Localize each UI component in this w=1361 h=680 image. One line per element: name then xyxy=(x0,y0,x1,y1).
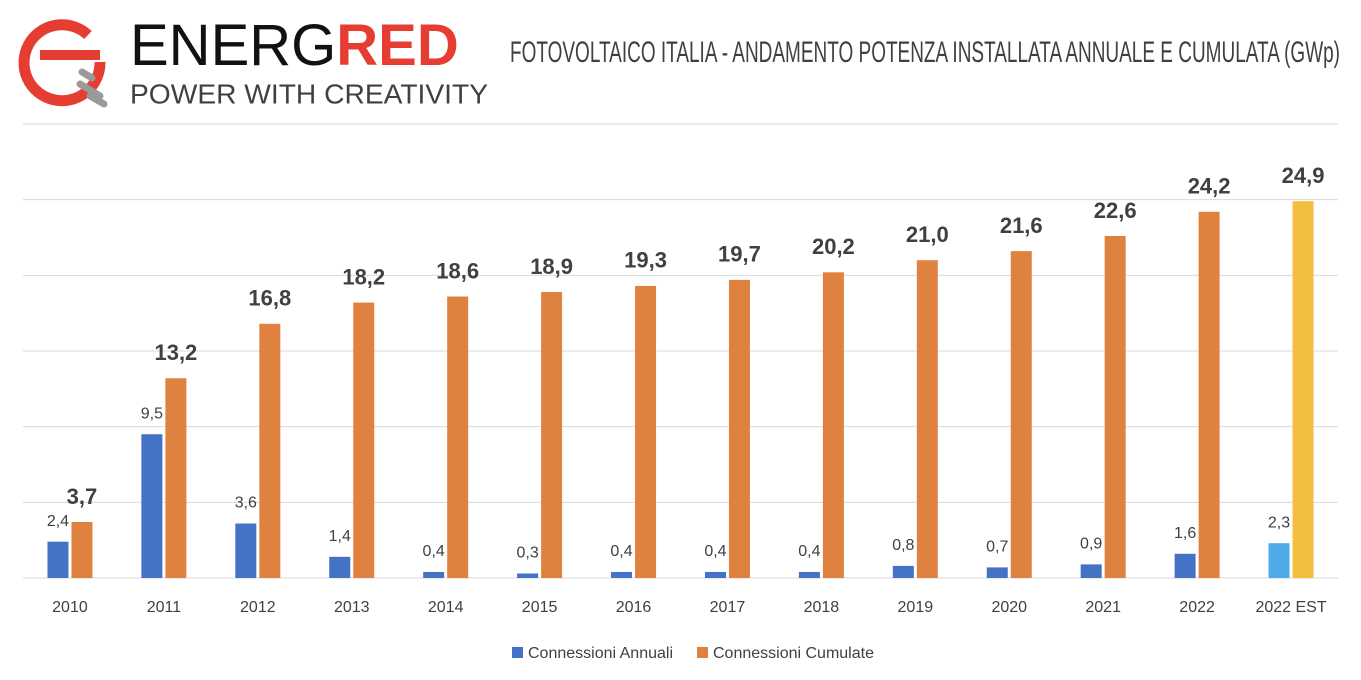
x-tick-label: 2010 xyxy=(52,599,88,616)
x-tick-label: 2017 xyxy=(710,599,746,616)
bar xyxy=(71,522,93,578)
bar xyxy=(916,260,938,578)
logo-name-red: RED xyxy=(336,13,458,78)
legend-label: Connessioni Annuali xyxy=(528,645,673,662)
bar xyxy=(447,296,469,578)
bar xyxy=(892,565,914,578)
x-tick-label: 2014 xyxy=(428,599,464,616)
legend-swatch xyxy=(697,647,708,658)
x-tick-label: 2018 xyxy=(804,599,840,616)
value-label-annual: 0,4 xyxy=(704,543,726,560)
x-tick-label: 2022 xyxy=(1179,599,1215,616)
bar xyxy=(798,571,820,578)
x-tick-label: 2012 xyxy=(240,599,276,616)
logo-tagline: POWER WITH CREATIVITY xyxy=(130,78,488,109)
bar xyxy=(1010,251,1032,578)
value-label-cumulative: 18,6 xyxy=(436,258,479,283)
bar xyxy=(728,279,750,578)
x-tick-label: 2021 xyxy=(1085,599,1121,616)
value-label-cumulative: 19,3 xyxy=(624,248,667,273)
logo-icon xyxy=(76,68,108,108)
value-label-cumulative: 3,7 xyxy=(67,484,98,509)
value-label-annual: 0,7 xyxy=(986,539,1008,556)
x-tick-label: 2020 xyxy=(991,599,1027,616)
value-label-annual: 9,5 xyxy=(141,405,163,422)
bar xyxy=(704,571,726,578)
bar xyxy=(986,567,1008,578)
bar xyxy=(423,571,445,578)
value-label-cumulative: 16,8 xyxy=(248,286,291,311)
value-label-cumulative: 21,0 xyxy=(906,222,949,247)
x-tick-label: 2013 xyxy=(334,599,370,616)
legend-label: Connessioni Cumulate xyxy=(713,645,874,662)
value-label-annual: 2,4 xyxy=(47,513,69,530)
bar xyxy=(259,323,281,578)
value-label-cumulative: 20,2 xyxy=(812,234,855,259)
bar xyxy=(1292,201,1314,578)
value-label-cumulative: 24,2 xyxy=(1188,174,1231,199)
bar xyxy=(1080,564,1102,578)
value-label-annual: 2,3 xyxy=(1268,514,1290,531)
x-tick-label: 2022 EST xyxy=(1255,599,1326,616)
value-label-cumulative: 13,2 xyxy=(154,340,197,365)
bar xyxy=(235,523,257,578)
legend-swatch xyxy=(512,647,523,658)
value-label-annual: 0,4 xyxy=(610,543,632,560)
value-label-annual: 3,6 xyxy=(235,495,257,512)
bar xyxy=(329,556,351,578)
value-label-annual: 0,8 xyxy=(892,537,914,554)
x-tick-label: 2015 xyxy=(522,599,558,616)
value-label-cumulative: 19,7 xyxy=(718,242,761,267)
bar xyxy=(353,302,375,578)
x-tick-label: 2011 xyxy=(147,599,182,616)
bar xyxy=(611,571,633,578)
value-label-cumulative: 18,2 xyxy=(342,264,385,289)
logo-name-dark: ENERG xyxy=(130,13,336,78)
value-label-cumulative: 18,9 xyxy=(530,254,573,279)
bar xyxy=(1104,235,1126,578)
bar xyxy=(165,378,187,578)
bar xyxy=(1174,553,1196,578)
bar xyxy=(1198,211,1220,579)
chart-title: FOTOVOLTAICO ITALIA - ANDAMENTO POTENZA … xyxy=(510,36,1340,69)
x-tick-label: 2019 xyxy=(898,599,934,616)
value-label-annual: 0,3 xyxy=(516,545,538,562)
bar xyxy=(141,434,163,578)
value-label-annual: 1,6 xyxy=(1174,525,1196,542)
bar xyxy=(541,291,563,578)
bar xyxy=(1268,543,1290,578)
value-label-annual: 0,9 xyxy=(1080,536,1102,553)
bar xyxy=(822,272,844,578)
value-label-annual: 1,4 xyxy=(329,528,351,545)
value-label-annual: 0,4 xyxy=(798,543,820,560)
logo: ENERGRED POWER WITH CREATIVITY xyxy=(18,13,488,109)
logo-name: ENERGRED xyxy=(130,13,459,78)
x-tick-label: 2016 xyxy=(616,599,652,616)
bar xyxy=(517,573,539,578)
value-label-annual: 0,4 xyxy=(423,543,445,560)
value-label-cumulative: 24,9 xyxy=(1282,163,1325,188)
bar xyxy=(635,285,657,578)
value-label-cumulative: 21,6 xyxy=(1000,213,1043,238)
value-label-cumulative: 22,6 xyxy=(1094,198,1137,223)
bar xyxy=(47,541,69,578)
